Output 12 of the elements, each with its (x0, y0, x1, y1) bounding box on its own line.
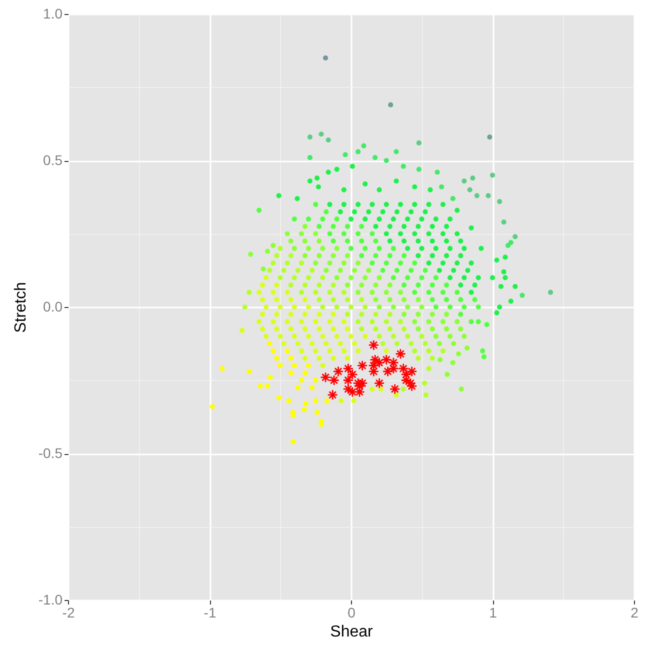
x-tick-label: 2 (630, 604, 639, 620)
x-tick-label: -1 (204, 604, 216, 620)
x-tick-label: 0 (348, 604, 356, 620)
y-tick-label: 1.0 (43, 6, 63, 22)
x-tick-label: 1 (489, 604, 498, 620)
y-tick-label: -1.0 (38, 592, 63, 608)
y-axis-title: Stretch (12, 282, 30, 333)
y-tick-label: -0.5 (38, 445, 63, 461)
y-tick-label: 0.5 (43, 152, 63, 168)
y-tick-label: 0.0 (43, 298, 63, 314)
x-axis-title: Shear (330, 624, 374, 640)
x-tick-label: -2 (62, 604, 75, 620)
